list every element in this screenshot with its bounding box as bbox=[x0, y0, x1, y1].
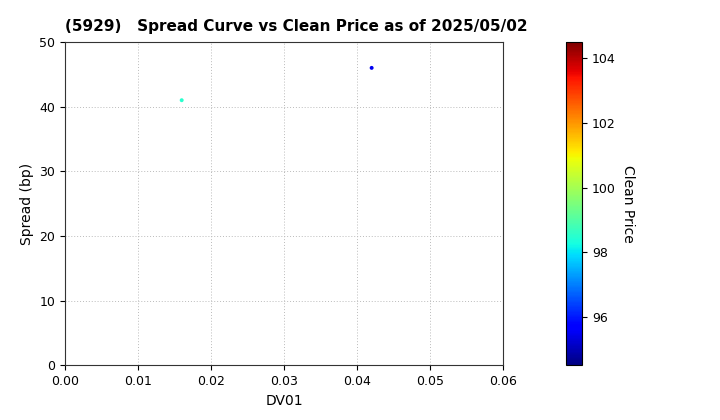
Y-axis label: Clean Price: Clean Price bbox=[621, 165, 636, 243]
X-axis label: DV01: DV01 bbox=[265, 394, 303, 408]
Point bbox=[176, 97, 187, 104]
Point bbox=[366, 65, 377, 71]
Text: (5929)   Spread Curve vs Clean Price as of 2025/05/02: (5929) Spread Curve vs Clean Price as of… bbox=[65, 19, 528, 34]
Y-axis label: Spread (bp): Spread (bp) bbox=[19, 163, 34, 245]
